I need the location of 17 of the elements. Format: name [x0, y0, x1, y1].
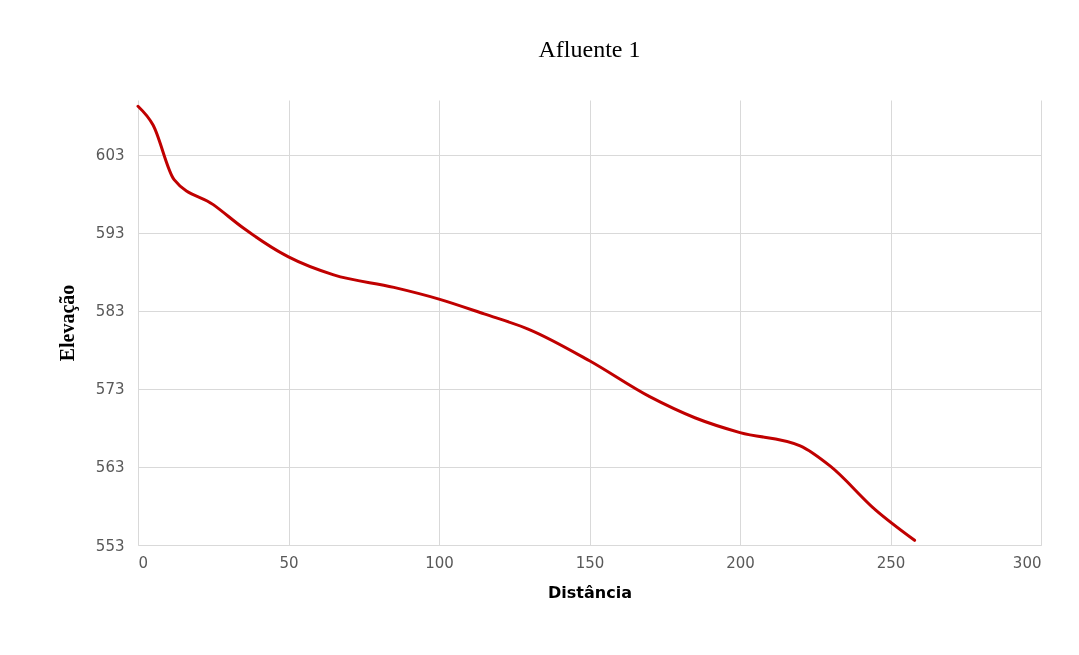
x-tick-label: 200 — [726, 553, 755, 572]
y-tick-label: 603 — [95, 146, 125, 165]
y-tick-label: 573 — [95, 380, 125, 399]
y-tick-label: 593 — [95, 224, 125, 243]
x-tick-label: 250 — [876, 553, 906, 572]
x-tick-label: 300 — [1012, 553, 1042, 572]
y-tick-label: 553 — [95, 536, 125, 555]
y-tick-label: 563 — [95, 458, 125, 477]
line-series — [136, 104, 917, 542]
x-axis-title: Distância — [548, 582, 632, 602]
y-tick-label: 583 — [95, 302, 125, 321]
x-tick-label: 100 — [425, 553, 454, 572]
x-tick-label: 150 — [575, 553, 605, 572]
y-axis-title: Elevação — [55, 284, 79, 362]
x-tick-label: 50 — [279, 553, 299, 572]
x-tick-label: 0 — [138, 553, 149, 572]
chart-title: Afluente 1 — [538, 36, 641, 62]
